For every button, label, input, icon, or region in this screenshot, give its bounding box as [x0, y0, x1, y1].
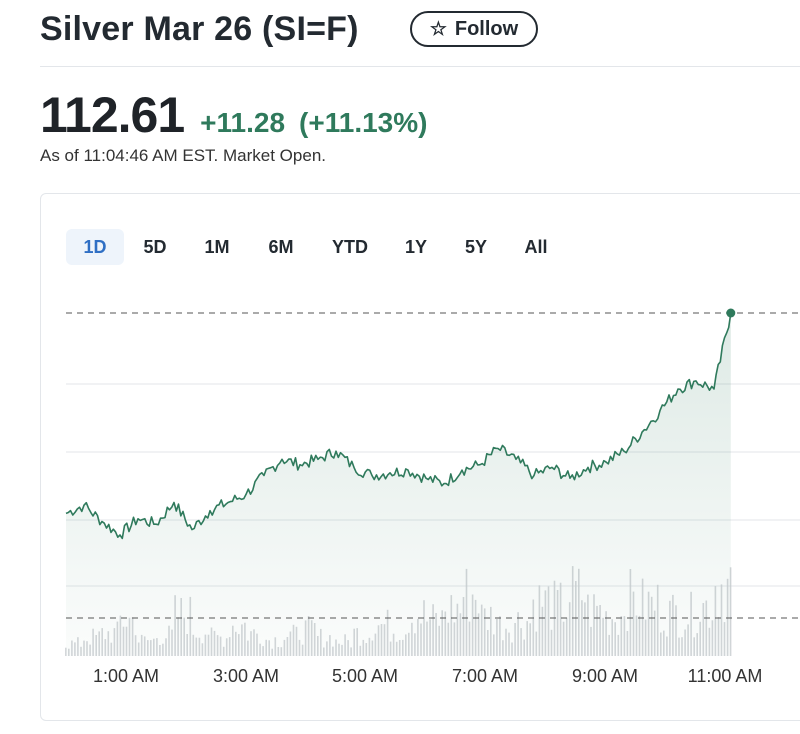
price-change: +11.28	[200, 107, 286, 138]
last-price-dot	[726, 308, 736, 318]
tab-1y[interactable]: 1Y	[404, 236, 428, 257]
price-line	[65, 312, 732, 540]
tab-5d[interactable]: 5D	[143, 236, 167, 257]
tab-all[interactable]: All	[524, 236, 548, 257]
follow-button[interactable]: ☆ Follow	[410, 11, 538, 47]
star-outline-icon: ☆	[429, 18, 447, 40]
volume-bar	[65, 647, 67, 656]
tab-ytd[interactable]: YTD	[332, 236, 368, 257]
range-tabs: 1D 5D 1M 6M YTD 1Y 5Y All	[66, 229, 566, 265]
x-axis: 1:00 AM 3:00 AM 5:00 AM 7:00 AM 9:00 AM …	[93, 666, 762, 686]
quote-summary: 112.61 +11.28 (+11.13%)	[40, 86, 427, 144]
tab-5y[interactable]: 5Y	[464, 236, 488, 257]
last-price: 112.61	[40, 87, 185, 143]
tab-1d[interactable]: 1D	[66, 229, 124, 265]
x-tick-label: 3:00 AM	[213, 666, 279, 686]
price-change-percent: (+11.13%)	[299, 107, 428, 138]
market-status: As of 11:04:46 AM EST. Market Open.	[40, 146, 326, 165]
x-tick-label: 7:00 AM	[452, 666, 518, 686]
tab-1m[interactable]: 1M	[204, 236, 230, 257]
x-tick-label: 11:00 AM	[688, 666, 763, 686]
header-divider	[40, 66, 800, 67]
x-tick-label: 5:00 AM	[332, 666, 398, 686]
x-tick-label: 9:00 AM	[572, 666, 638, 686]
x-tick-label: 1:00 AM	[93, 666, 159, 686]
page-title: Silver Mar 26 (SI=F)	[40, 10, 359, 48]
price-area-fill	[66, 313, 731, 656]
follow-label: Follow	[454, 17, 519, 40]
tab-6m[interactable]: 6M	[268, 236, 294, 257]
